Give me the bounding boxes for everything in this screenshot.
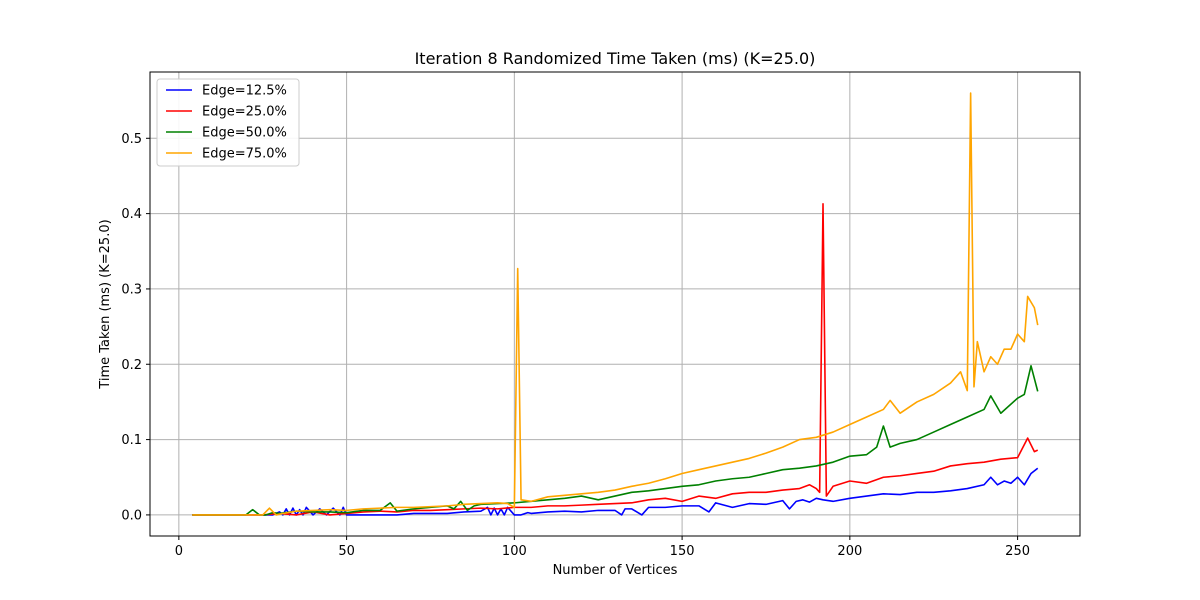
axis-ticks: 0 50 100 150 200 250 0.0 0.1 0.2 0.3 0.4 0.5: [121, 132, 1030, 559]
x-tick-label: 150: [670, 544, 695, 559]
series-lines: [192, 92, 1039, 516]
x-tick-label: 100: [502, 544, 527, 559]
y-tick-label: 0.3: [121, 282, 142, 297]
x-tick-label: 50: [338, 544, 355, 559]
legend-label-2: Edge=25.0%: [202, 105, 287, 120]
series-line-3: [192, 364, 1039, 516]
legend-label-3: Edge=50.0%: [202, 126, 287, 141]
y-tick-label: 0.1: [121, 433, 142, 448]
x-tick-label: 0: [175, 544, 183, 559]
legend-box: [156, 78, 300, 167]
y-tick-label: 0.5: [121, 132, 142, 147]
y-tick-label: 0.4: [121, 207, 142, 222]
chart-title: Iteration 8 Randomized Time Taken (ms) (…: [415, 49, 816, 68]
legend-label-1: Edge=12.5%: [202, 84, 287, 99]
legend: Edge=12.5% Edge=25.0% Edge=50.0% Edge=75.0%: [156, 78, 300, 167]
plot-area-frame: [149, 71, 1081, 537]
y-tick-label: 0.0: [121, 508, 142, 523]
legend-label-4: Edge=75.0%: [202, 147, 287, 162]
y-axis-label: Time Taken (ms) (K=25.0): [98, 219, 113, 389]
x-axis-label: Number of Vertices: [553, 563, 678, 578]
grid-lines: [150, 72, 1080, 536]
y-tick-label: 0.2: [121, 358, 142, 373]
x-tick-label: 200: [837, 544, 862, 559]
series-line-4: [192, 92, 1039, 516]
series-line-2: [192, 203, 1039, 516]
x-tick-label: 250: [1005, 544, 1030, 559]
